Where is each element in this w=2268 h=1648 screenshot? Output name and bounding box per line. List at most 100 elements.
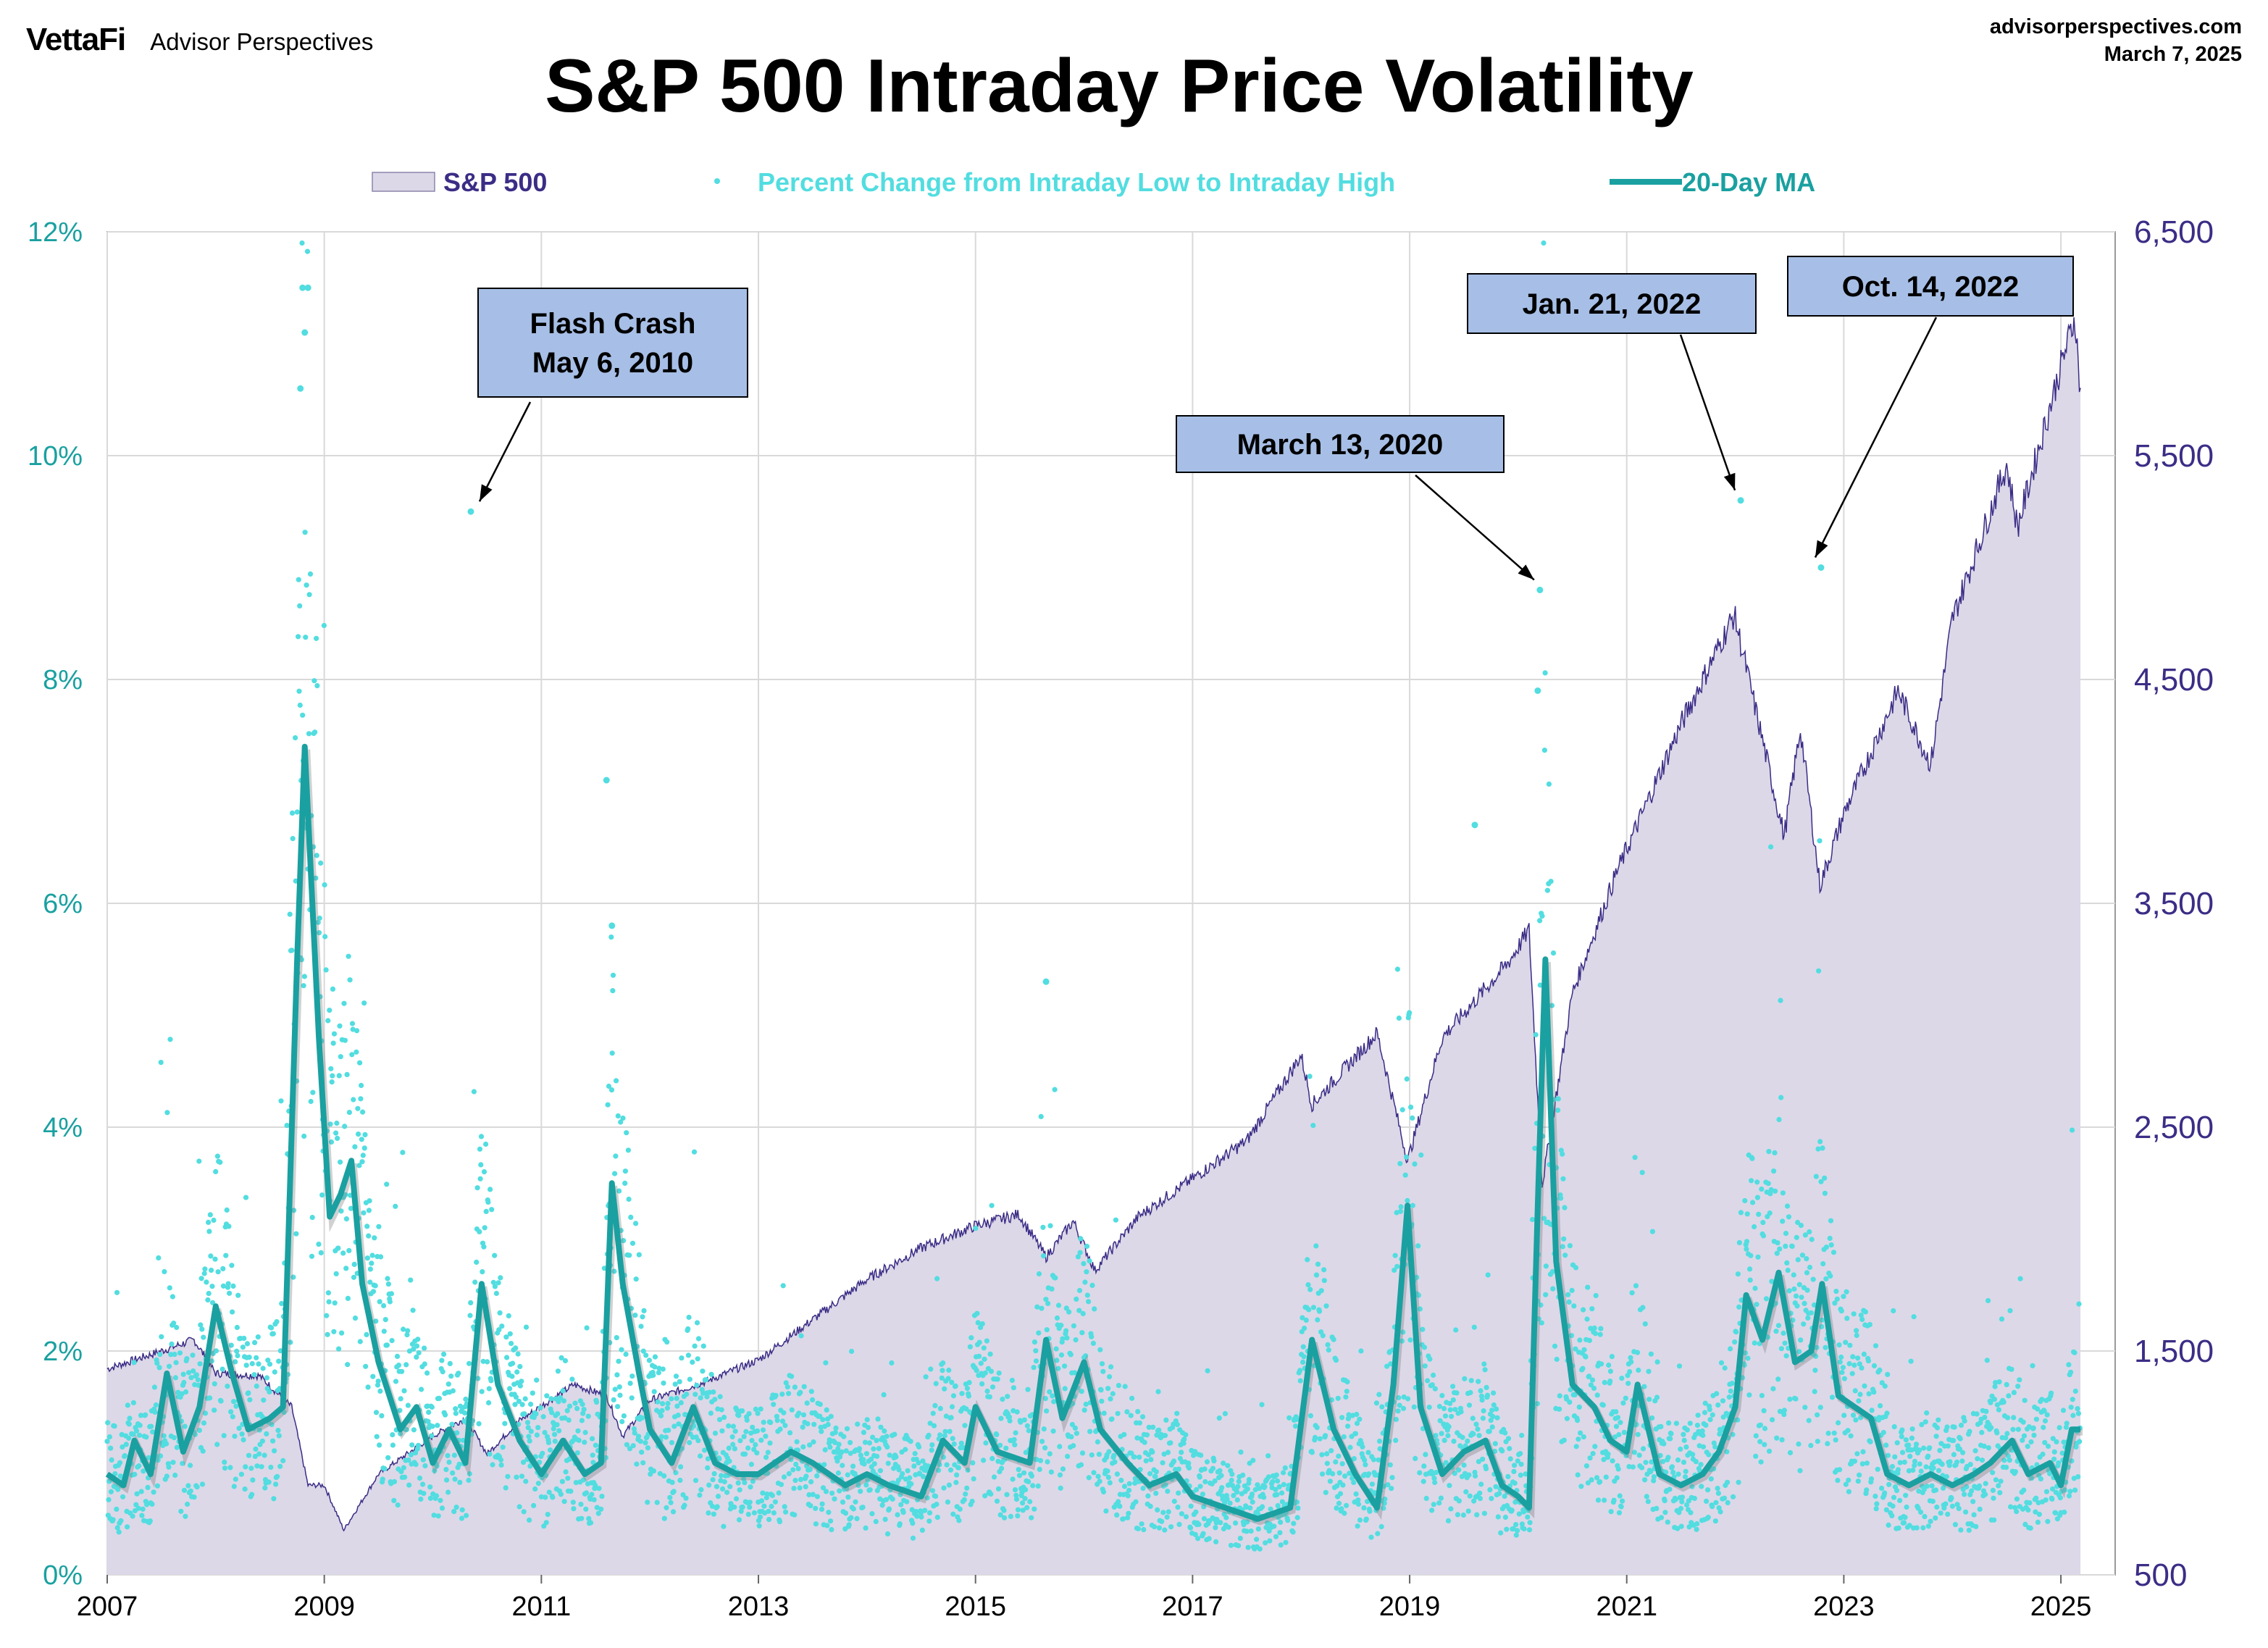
- daily-range-dot: [640, 1314, 645, 1320]
- daily-range-dot: [1890, 1503, 1896, 1509]
- daily-range-dot: [1355, 1523, 1360, 1529]
- daily-range-dot: [1521, 1526, 1527, 1532]
- daily-range-dot: [328, 1066, 334, 1071]
- daily-range-dot: [185, 1501, 191, 1507]
- daily-range-dot: [861, 1457, 866, 1463]
- daily-range-dot: [1589, 1477, 1594, 1483]
- daily-range-dot: [718, 1478, 724, 1484]
- daily-range-dot: [1392, 1267, 1397, 1273]
- daily-range-dot: [1155, 1507, 1160, 1513]
- brand-header: VettaFi Advisor Perspectives: [26, 22, 373, 58]
- daily-range-dot: [1248, 1528, 1254, 1534]
- daily-range-dot: [1985, 1297, 1991, 1304]
- daily-range-dot: [800, 1412, 807, 1418]
- daily-range-dot: [1951, 1424, 1957, 1430]
- daily-range-dot: [828, 1518, 834, 1524]
- daily-range-dot: [191, 1368, 196, 1374]
- daily-range-dot: [1490, 1413, 1496, 1419]
- daily-range-dot: [247, 1397, 253, 1402]
- daily-range-dot: [1945, 1443, 1951, 1449]
- daily-range-dot: [721, 1478, 727, 1485]
- daily-range-dot: [848, 1515, 854, 1521]
- daily-range-dot: [1690, 1452, 1696, 1457]
- daily-range-dot: [1776, 1116, 1782, 1123]
- daily-range-dot: [1815, 1146, 1821, 1152]
- daily-range-dot: [227, 1290, 233, 1296]
- daily-range-dot: [1991, 1495, 1996, 1501]
- daily-range-dot: [1768, 844, 1774, 850]
- daily-range-dot: [1341, 1434, 1347, 1440]
- daily-range-dot: [1026, 1428, 1032, 1434]
- sp500-area: [106, 317, 2081, 1575]
- daily-range-dot: [1909, 1426, 1915, 1432]
- daily-range-dot: [769, 1503, 774, 1510]
- daily-range-dot: [587, 1520, 594, 1526]
- daily-range-dot: [1875, 1466, 1880, 1472]
- daily-range-dot: [684, 1392, 690, 1397]
- daily-range-dot: [1168, 1440, 1173, 1446]
- daily-range-dot: [138, 1489, 144, 1494]
- daily-range-dot: [351, 1097, 356, 1103]
- daily-range-dot: [212, 1408, 217, 1413]
- daily-range-dot: [1828, 1273, 1833, 1279]
- daily-range-dot: [328, 1139, 335, 1145]
- daily-range-dot: [545, 1512, 551, 1518]
- daily-range-dot: [1705, 1515, 1711, 1521]
- daily-range-dot: [1320, 1471, 1326, 1477]
- daily-range-dot: [291, 1208, 297, 1213]
- daily-range-dot: [487, 1451, 493, 1457]
- daily-range-dot: [756, 1523, 762, 1528]
- daily-range-dot: [1591, 1385, 1597, 1391]
- daily-range-dot: [192, 1431, 198, 1437]
- daily-range-dot: [1247, 1505, 1253, 1511]
- daily-range-dot: [1477, 1496, 1483, 1502]
- daily-range-dot-extreme: [304, 284, 311, 291]
- daily-range-dot: [1994, 1430, 2000, 1436]
- daily-range-dot: [207, 1395, 213, 1401]
- daily-range-dot: [170, 1294, 175, 1300]
- daily-range-dot: [729, 1434, 735, 1440]
- daily-range-dot: [417, 1475, 423, 1481]
- daily-range-dot: [1385, 1482, 1391, 1488]
- daily-range-dot: [887, 1452, 892, 1458]
- daily-range-dot: [405, 1402, 411, 1408]
- daily-range-dot: [405, 1328, 411, 1334]
- daily-range-dot: [488, 1378, 494, 1384]
- daily-range-dot: [898, 1502, 904, 1507]
- daily-range-dot: [1002, 1456, 1008, 1463]
- daily-range-dot: [1121, 1431, 1127, 1437]
- daily-range-dot: [1983, 1408, 1989, 1414]
- daily-range-dot: [1362, 1457, 1368, 1463]
- daily-range-dot: [131, 1360, 137, 1365]
- daily-range-dot: [700, 1343, 706, 1349]
- daily-range-dot: [697, 1492, 703, 1498]
- daily-range-dot: [1286, 1415, 1292, 1421]
- daily-range-dot: [424, 1370, 430, 1376]
- daily-range-dot: [256, 1451, 262, 1457]
- daily-range-dot: [714, 1504, 720, 1510]
- daily-range-dot: [949, 1404, 955, 1410]
- daily-range-dot: [1434, 1470, 1439, 1476]
- daily-range-dot: [737, 1487, 742, 1493]
- daily-range-dot: [433, 1493, 440, 1499]
- daily-range-dot: [1165, 1489, 1171, 1494]
- daily-range-dot: [1086, 1475, 1092, 1481]
- daily-range-dot: [964, 1485, 970, 1491]
- daily-range-dot: [638, 1323, 644, 1329]
- daily-range-dot: [743, 1429, 749, 1434]
- daily-range-dot: [1236, 1478, 1242, 1484]
- daily-range-dot: [1922, 1514, 1928, 1520]
- daily-range-dot: [401, 1388, 407, 1394]
- daily-range-dot: [767, 1440, 773, 1446]
- daily-range-dot: [1431, 1372, 1436, 1378]
- daily-range-dot: [1867, 1321, 1872, 1328]
- daily-range-dot: [968, 1335, 974, 1341]
- daily-range-dot: [515, 1351, 521, 1357]
- daily-range-dot: [1748, 1252, 1754, 1258]
- daily-range-dot: [1641, 1446, 1646, 1452]
- daily-range-dot: [411, 1427, 417, 1433]
- daily-range-dot: [1613, 1423, 1620, 1429]
- daily-range-dot: [1957, 1446, 1963, 1452]
- daily-range-dot: [1441, 1405, 1447, 1412]
- daily-range-dot: [1917, 1461, 1922, 1467]
